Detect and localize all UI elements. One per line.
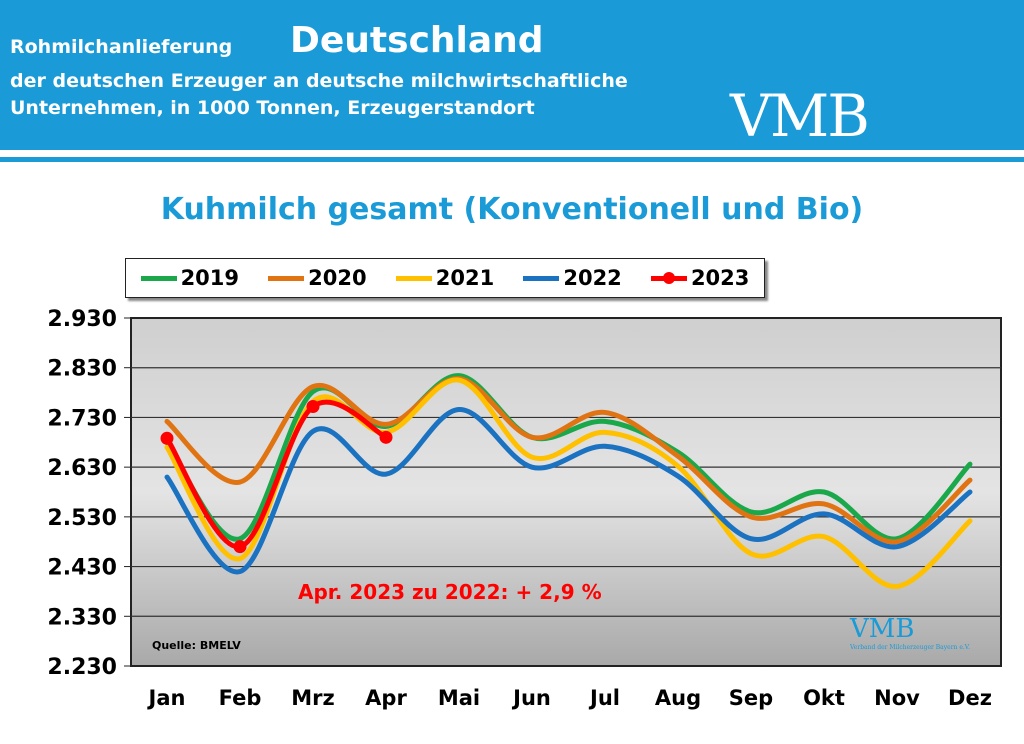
y-tick-label: 2.330 [47,605,117,630]
legend-item-2023: 2023 [650,266,750,290]
x-tick-label: Jun [511,686,551,710]
x-tick-label: Feb [219,686,262,710]
data-point-2023 [379,430,393,444]
legend-item-2019: 2019 [140,266,240,290]
series-line-2022 [164,406,973,575]
legend-swatch [395,275,432,281]
y-tick-label: 2.630 [47,456,117,481]
legend-label: 2020 [308,266,367,290]
vmb-logo: VMB [730,82,870,150]
legend-swatch [140,275,177,281]
x-tick-label: Mai [438,686,480,710]
x-tick-label: Okt [803,686,845,710]
legend-swatch [523,275,560,281]
legend-item-2021: 2021 [395,266,495,290]
annotation: Apr. 2023 zu 2022: + 2,9 % [298,580,602,604]
source-label: Quelle: BMELV [152,639,241,652]
y-tick-label: 2.430 [47,556,117,581]
series-line-2023 [164,399,389,550]
header-divider [0,157,1024,162]
x-tick-label: Dez [948,686,992,710]
legend-swatch [268,275,305,281]
data-point-2023 [233,540,247,554]
x-tick-label: Apr [365,686,407,710]
x-tick-label: Sep [729,686,773,710]
header-line1-small: Rohmilchanlieferung [10,36,233,58]
header-banner [0,0,1024,150]
legend-item-2022: 2022 [523,266,622,290]
y-tick-label: 2.530 [47,506,117,531]
header-line1-big: Deutschland [290,20,544,61]
legend-label: 2019 [180,266,240,290]
header-line3: Unternehmen, in 1000 Tonnen, Erzeugersta… [10,97,535,119]
y-tick-label: 2.230 [47,655,117,680]
data-point-2023 [160,431,174,445]
data-point-2023 [306,399,320,413]
x-tick-label: Jan [147,686,186,710]
chart-title: Kuhmilch gesamt (Konventionell und Bio) [160,192,864,227]
legend-label: 2022 [563,266,622,290]
legend-swatch [650,271,687,284]
x-tick-label: Nov [874,686,920,710]
vmb-logo-small: VMB Verband der Milcherzeuger Bayern e.V… [850,614,970,651]
y-tick-label: 2.830 [47,357,117,382]
legend: 2019 2020 2021 2022 2023 [125,258,765,298]
legend-label: 2021 [435,266,495,290]
x-tick-label: Mrz [291,686,334,710]
series-line-2020 [164,376,973,545]
x-tick-label: Jul [588,686,620,710]
legend-item-2020: 2020 [268,266,367,290]
legend-label: 2023 [690,266,750,290]
header-line2: der deutschen Erzeuger an deutsche milch… [10,70,628,92]
x-tick-label: Aug [655,686,701,710]
y-tick-label: 2.730 [47,406,117,431]
y-tick-label: 2.930 [47,307,117,332]
